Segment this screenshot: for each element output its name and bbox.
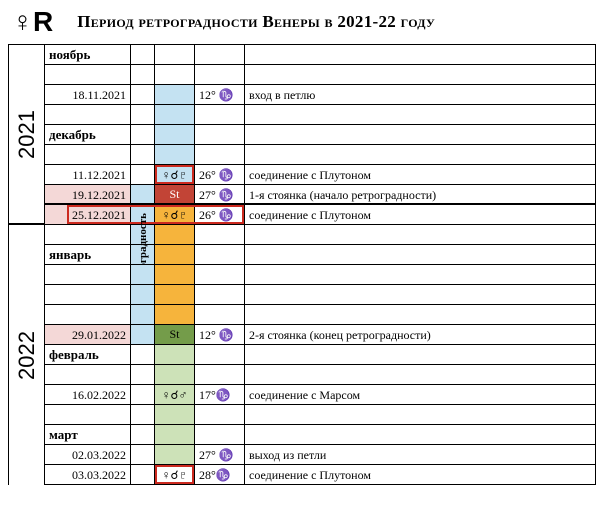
degree-cell: 28°♑: [195, 465, 245, 484]
desc-cell: 1-я стоянка (начало ретроградности): [245, 185, 595, 203]
degree-cell: 12° ♑: [195, 325, 245, 344]
date-cell: 18.11.2021: [45, 85, 131, 104]
event-row: 02.03.2022 27° ♑ выход из петли: [45, 445, 595, 465]
venus-retro-symbol: ♀R: [12, 6, 53, 38]
event-row: 18.11.2021 12° ♑ вход в петлю: [45, 85, 595, 105]
year-column: 2021 2022: [9, 45, 45, 485]
gap-row: [45, 105, 595, 125]
date-cell: 16.02.2022: [45, 385, 131, 404]
month-row-nov: ноябрь: [45, 45, 595, 65]
desc-cell: выход из петли: [245, 445, 595, 464]
event-row: 03.03.2022 ♀☌♇ 28°♑ соединение с Плутоно…: [45, 465, 595, 485]
gap-row: [45, 145, 595, 165]
desc-cell: соединение с Марсом: [245, 385, 595, 404]
event-row: 25.12.2021 ♀☌♇ 26° ♑ соединение с Плутон…: [45, 205, 595, 225]
month-label: декабрь: [45, 125, 131, 144]
station-symbol: St: [169, 187, 179, 202]
aspect-symbol: ♀☌♇: [161, 468, 187, 482]
gap-row: [45, 305, 595, 325]
aspect-symbol: ♀☌♂: [161, 388, 187, 402]
degree-cell: 12° ♑: [195, 85, 245, 104]
date-cell: 25.12.2021: [45, 205, 131, 224]
gap-row: [45, 225, 595, 245]
desc-cell: 2-я стоянка (конец ретроградности): [245, 325, 595, 344]
month-row-jan: январь ретроградность: [45, 245, 595, 265]
header: ♀R Период ретроградности Венеры в 2021-2…: [8, 6, 596, 38]
date-cell: 19.12.2021: [45, 185, 131, 203]
degree-cell: 27° ♑: [195, 185, 245, 203]
event-row: 19.12.2021 St 27° ♑ 1-я стоянка (начало …: [45, 185, 595, 205]
month-row-feb: февраль: [45, 345, 595, 365]
degree-cell: 17°♑: [195, 385, 245, 404]
gap-row: [45, 405, 595, 425]
page-title: Период ретроградности Венеры в 2021-22 г…: [77, 12, 435, 32]
desc-cell: вход в петлю: [245, 85, 595, 104]
event-row: 11.12.2021 ♀☌♇ 26° ♑ соединение с Плутон…: [45, 165, 595, 185]
year-2022: 2022: [14, 331, 40, 380]
event-row: 29.01.2022 St 12° ♑ 2-я стоянка (конец р…: [45, 325, 595, 345]
gap-row: [45, 285, 595, 305]
year-2021: 2021: [14, 110, 40, 159]
desc-cell: соединение с Плутоном: [245, 465, 595, 484]
desc-cell: соединение с Плутоном: [245, 205, 595, 224]
month-label: январь: [45, 245, 131, 264]
gap-row: [45, 65, 595, 85]
degree-cell: 26° ♑: [195, 165, 245, 184]
gap-row: [45, 365, 595, 385]
degree-cell: 26° ♑: [195, 205, 245, 224]
desc-cell: соединение с Плутоном: [245, 165, 595, 184]
gap-row: [45, 265, 595, 285]
aspect-symbol: ♀☌♇: [161, 208, 187, 222]
station-symbol: St: [169, 327, 179, 342]
event-row: 16.02.2022 ♀☌♂ 17°♑ соединение с Марсом: [45, 385, 595, 405]
degree-cell: 27° ♑: [195, 445, 245, 464]
date-cell: 02.03.2022: [45, 445, 131, 464]
date-cell: 11.12.2021: [45, 165, 131, 184]
month-label: март: [45, 425, 131, 444]
month-label: ноябрь: [45, 45, 131, 64]
date-cell: 03.03.2022: [45, 465, 131, 484]
month-row-mar: март: [45, 425, 595, 445]
aspect-symbol: ♀☌♇: [161, 168, 187, 182]
month-row-dec: декабрь: [45, 125, 595, 145]
month-label: февраль: [45, 345, 131, 364]
timeline-table: 2021 2022 ноябрь 18.11.2021 12° ♑ вход в…: [8, 44, 596, 485]
date-cell: 29.01.2022: [45, 325, 131, 344]
